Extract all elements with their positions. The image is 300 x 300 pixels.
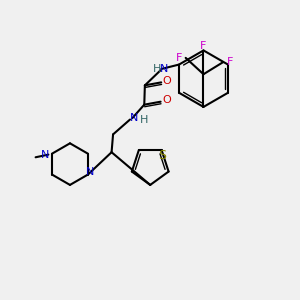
Text: O: O <box>162 95 171 105</box>
Text: F: F <box>200 41 207 51</box>
Text: H: H <box>140 115 148 124</box>
Text: O: O <box>163 76 172 86</box>
Text: N: N <box>160 64 168 74</box>
Text: S: S <box>158 149 166 162</box>
Text: N: N <box>86 167 94 177</box>
Text: H: H <box>153 64 161 74</box>
Text: N: N <box>41 150 50 160</box>
Text: F: F <box>176 53 182 63</box>
Text: N: N <box>130 113 138 123</box>
Text: F: F <box>226 57 233 67</box>
